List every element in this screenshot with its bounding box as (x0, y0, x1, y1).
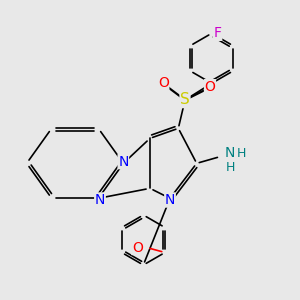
Text: F: F (214, 26, 222, 40)
Text: H: H (225, 161, 235, 174)
Text: N: N (95, 193, 105, 207)
Text: O: O (205, 80, 215, 94)
Text: H: H (237, 147, 246, 160)
Text: N: N (118, 155, 128, 169)
Text: S: S (180, 92, 190, 107)
Text: N: N (225, 146, 235, 160)
Text: O: O (132, 241, 143, 254)
Text: O: O (158, 76, 169, 90)
Text: N: N (165, 193, 175, 207)
